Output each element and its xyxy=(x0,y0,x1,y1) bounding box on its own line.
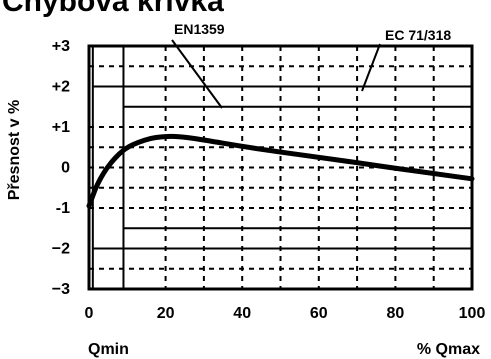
x-tick-labels: 0 20 40 60 80 100 xyxy=(85,305,486,322)
qmin-label: Qmin xyxy=(88,341,129,358)
tolerance-limit-lines xyxy=(91,46,472,289)
y-tick-label: +3 xyxy=(52,38,70,55)
y-tick-labels: +3 +2 +1 0 -1 −2 −3 xyxy=(52,38,70,298)
chart-title: Chybová křivka xyxy=(2,0,224,18)
error-curve-line xyxy=(86,133,475,209)
y-tick-label: −2 xyxy=(52,241,70,258)
plot-frame xyxy=(87,44,474,291)
y-tick-label: -1 xyxy=(56,200,70,217)
qmax-label: % Qmax xyxy=(417,341,480,358)
annotation-ec: EC 71/318 xyxy=(361,27,451,92)
x-tick-label: 40 xyxy=(233,305,251,322)
y-tick-label: +2 xyxy=(52,79,70,96)
annotation-ec-leader xyxy=(361,43,381,92)
x-tick-label: 100 xyxy=(459,305,486,322)
annotation-ec-label: EC 71/318 xyxy=(385,27,451,43)
x-tick-label: 20 xyxy=(157,305,175,322)
annotation-en1359-leader xyxy=(171,39,223,109)
y-tick-label: 0 xyxy=(61,160,70,177)
y-tick-label: +1 xyxy=(52,119,70,136)
y-axis-label: Přesnost v % xyxy=(6,100,23,200)
x-tick-label: 0 xyxy=(85,305,94,322)
error-curve xyxy=(86,133,475,209)
annotation-en1359: EN1359 xyxy=(171,21,225,109)
x-tick-label: 60 xyxy=(310,305,328,322)
x-tick-label: 80 xyxy=(387,305,405,322)
y-tick-label: −3 xyxy=(52,281,70,298)
annotation-en1359-label: EN1359 xyxy=(174,21,225,37)
grid-lines xyxy=(89,46,472,289)
